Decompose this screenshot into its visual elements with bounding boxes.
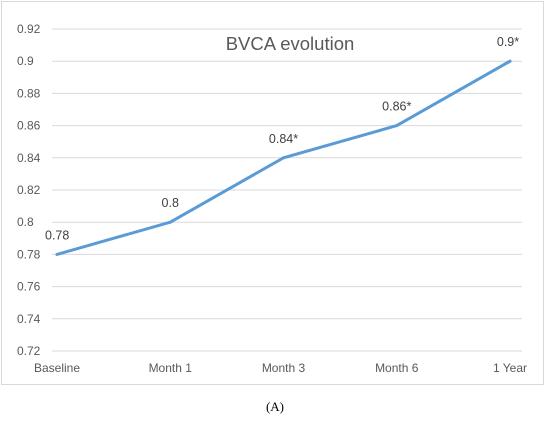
- data-point: [508, 59, 512, 63]
- x-tick-label: 1 Year: [493, 361, 527, 375]
- y-tick-label: 0.86: [17, 119, 41, 133]
- x-tick-label: Month 6: [375, 361, 419, 375]
- x-axis: Baseline Month 1 Month 3 Month 6 1 Year: [34, 361, 527, 375]
- data-point: [395, 124, 399, 128]
- y-axis: 0.72 0.74 0.76 0.78 0.8 0.82 0.84 0.86 0.88 0.9 0.…: [17, 22, 41, 358]
- data-labels: 0.78 0.8 0.84* 0.86* 0.9*: [45, 35, 519, 242]
- gridlines: [52, 28, 522, 352]
- chart-area: [1, 1, 544, 385]
- y-tick-label: 0.76: [17, 280, 41, 294]
- y-tick-label: 0.74: [17, 312, 41, 326]
- y-tick-label: 0.82: [17, 183, 41, 197]
- data-label: 0.78: [45, 228, 69, 242]
- y-tick-label: 0.92: [17, 22, 41, 36]
- series: [55, 59, 512, 256]
- chart-title: BVCA evolution: [226, 33, 355, 54]
- data-label: 0.84*: [269, 132, 298, 146]
- x-tick-label: Month 1: [149, 361, 193, 375]
- y-tick-label: 0.88: [17, 86, 41, 100]
- data-label: 0.8: [162, 196, 179, 210]
- y-tick-label: 0.9: [17, 54, 34, 68]
- data-point: [55, 252, 59, 256]
- data-point: [282, 156, 285, 160]
- figure-caption: (A): [265, 399, 285, 414]
- data-label: 0.86*: [382, 100, 411, 114]
- data-label: 0.9*: [497, 35, 519, 49]
- y-tick-label: 0.78: [17, 247, 41, 261]
- data-point: [168, 220, 172, 224]
- y-tick-label: 0.8: [17, 215, 34, 229]
- x-tick-label: Month 3: [262, 361, 306, 375]
- y-tick-label: 0.72: [17, 344, 41, 358]
- y-tick-label: 0.84: [17, 151, 41, 165]
- x-tick-label: Baseline: [34, 361, 80, 375]
